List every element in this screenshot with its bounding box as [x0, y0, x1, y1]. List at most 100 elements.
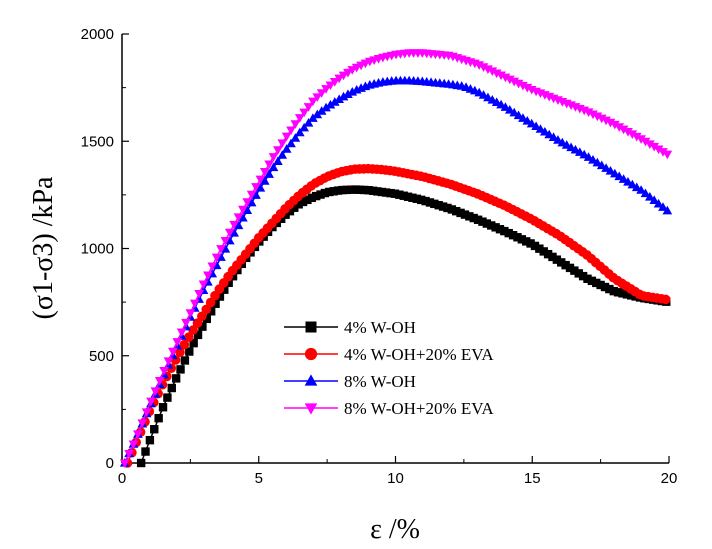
- data-point: [206, 307, 216, 316]
- data-point: [176, 365, 185, 374]
- data-point: [610, 120, 620, 130]
- data-point: [154, 377, 165, 386]
- data-point: [264, 169, 274, 178]
- data-point: [543, 249, 553, 259]
- data-point: [360, 185, 369, 195]
- data-point: [491, 223, 500, 232]
- data-point: [649, 142, 660, 152]
- data-point: [211, 299, 220, 308]
- data-point: [251, 183, 261, 192]
- data-point: [273, 156, 283, 165]
- data-point: [133, 430, 143, 439]
- data-point: [548, 252, 557, 262]
- data-point: [395, 190, 404, 199]
- data-point: [159, 366, 169, 376]
- data-point: [312, 93, 323, 102]
- data-point: [447, 205, 457, 214]
- data-point: [163, 357, 174, 366]
- data-point: [325, 99, 336, 109]
- data-point: [276, 214, 286, 224]
- data-point: [308, 97, 318, 107]
- series-3: [119, 75, 673, 467]
- data-point: [640, 188, 651, 198]
- data-point: [596, 280, 605, 290]
- data-point: [504, 228, 513, 238]
- data-point: [329, 97, 340, 106]
- data-point: [242, 198, 253, 207]
- data-point: [303, 103, 314, 112]
- data-point: [193, 330, 203, 340]
- data-point: [136, 458, 146, 468]
- data-point: [119, 459, 130, 469]
- data-point: [277, 139, 288, 149]
- data-point: [167, 383, 176, 393]
- data-point: [246, 197, 257, 207]
- data-point: [251, 190, 261, 199]
- data-point: [259, 176, 270, 185]
- data-point: [233, 220, 244, 230]
- data-point: [312, 109, 323, 119]
- data-point: [203, 271, 213, 281]
- data-point: [443, 203, 452, 213]
- data-point: [355, 185, 365, 194]
- data-point: [171, 374, 181, 383]
- y-tick-label: 0: [106, 455, 114, 472]
- data-point: [658, 202, 668, 211]
- data-point: [526, 239, 535, 248]
- data-point: [242, 205, 253, 214]
- series-2: [122, 163, 671, 468]
- data-point: [154, 414, 163, 423]
- data-point: [570, 266, 579, 275]
- data-point: [281, 132, 292, 142]
- data-point: [229, 228, 239, 237]
- data-point: [224, 278, 233, 288]
- data-point: [168, 347, 178, 357]
- data-point: [552, 255, 562, 264]
- data-point: [145, 435, 155, 445]
- data-point: [627, 130, 638, 140]
- data-point: [338, 185, 347, 195]
- data-point: [487, 221, 496, 230]
- data-point: [334, 94, 344, 103]
- data-point: [364, 186, 373, 195]
- data-point: [158, 403, 168, 412]
- data-point: [473, 215, 483, 224]
- data-point: [294, 127, 305, 137]
- data-point: [460, 210, 470, 219]
- data-point: [181, 318, 191, 328]
- data-point: [465, 212, 474, 221]
- legend-marker: [304, 347, 318, 361]
- data-point: [202, 314, 211, 324]
- data-point: [290, 203, 299, 212]
- data-point: [517, 235, 527, 244]
- data-point: [430, 199, 439, 209]
- legend-label: 8% W-OH+20% EVA: [344, 399, 494, 418]
- data-point: [294, 114, 305, 123]
- data-point: [403, 192, 413, 201]
- data-point: [175, 347, 185, 358]
- data-point: [649, 195, 660, 205]
- data-point: [622, 290, 632, 299]
- data-point: [273, 146, 283, 155]
- data-point: [386, 188, 395, 198]
- legend-item: 8% W-OH+20% EVA: [284, 399, 494, 418]
- data-point: [172, 338, 183, 347]
- data-point: [636, 135, 646, 144]
- data-point: [228, 272, 238, 281]
- data-point: [325, 81, 336, 91]
- data-point: [194, 290, 204, 299]
- data-point: [565, 263, 575, 273]
- data-point: [408, 193, 417, 202]
- data-point: [522, 237, 531, 246]
- data-point: [434, 201, 443, 210]
- data-point: [281, 144, 292, 153]
- x-axis-title: ε /%: [370, 514, 420, 545]
- legend-label: 4% W-OH: [344, 318, 416, 337]
- data-point: [179, 339, 190, 350]
- data-point: [124, 449, 134, 459]
- data-point: [539, 247, 548, 256]
- data-point: [211, 253, 222, 263]
- data-point: [662, 150, 673, 160]
- data-point: [452, 206, 461, 216]
